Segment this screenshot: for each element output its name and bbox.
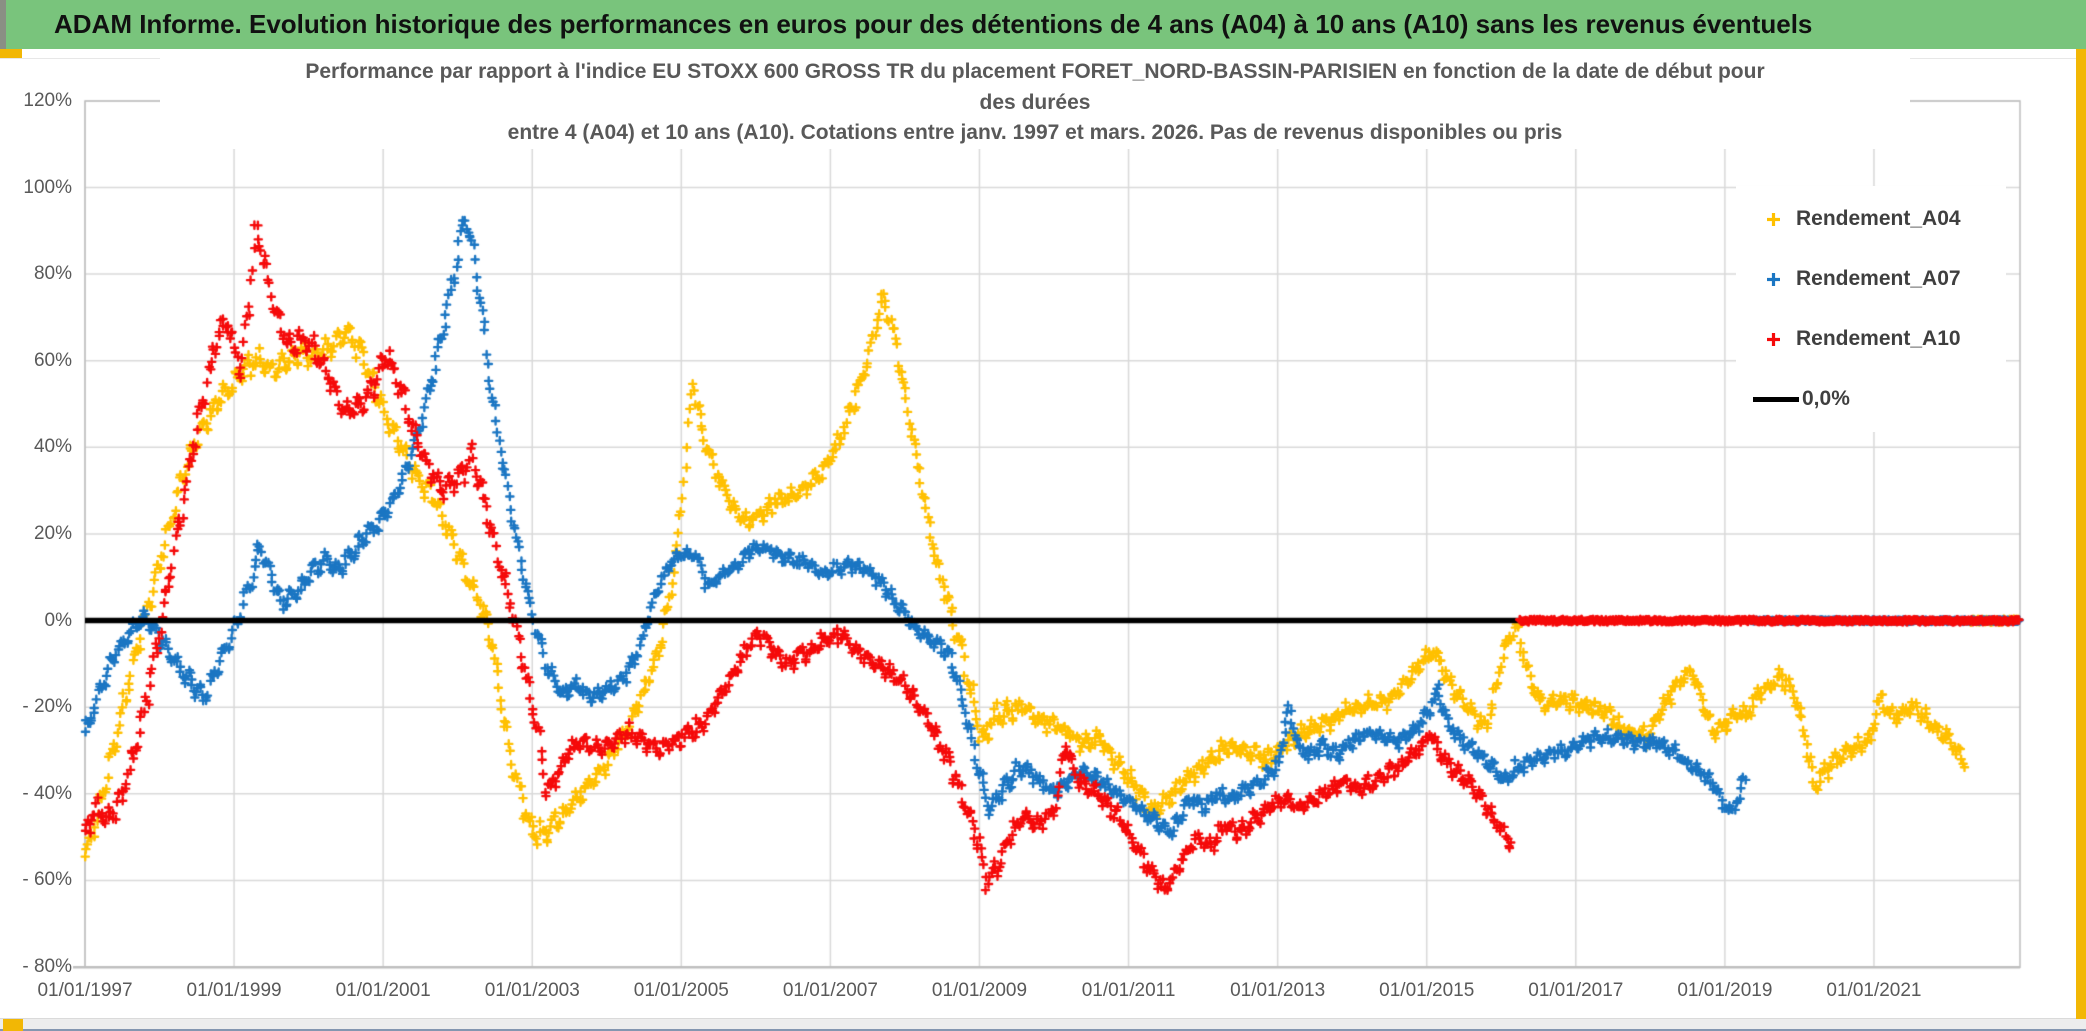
plus-marker-icon [1750, 331, 1796, 348]
zero-line-icon [1750, 396, 1802, 402]
y-tick-label: 0% [44, 609, 72, 631]
y-tick-label: - 40% [22, 782, 72, 804]
plus-marker-icon [1750, 211, 1796, 228]
chart-title-line3: entre 4 (A04) et 10 ans (A10). Cotations… [507, 121, 1563, 144]
y-tick-label: 120% [23, 89, 72, 111]
legend-label: 0,0% [1802, 387, 1850, 410]
chart-title-line2: des durées [979, 90, 1091, 114]
y-tick-label: 40% [33, 436, 72, 458]
y-tick-label: 80% [33, 263, 72, 285]
x-tick-label: 01/01/2015 [1379, 980, 1475, 1001]
x-tick-label: 01/01/2021 [1826, 980, 1922, 1001]
legend-label: Rendement_A10 [1796, 327, 1961, 350]
page-title: ADAM Informe. Evolution historique des p… [54, 9, 1813, 39]
x-tick-label: 01/01/2003 [484, 980, 580, 1001]
x-tick-label: 01/01/2005 [633, 980, 729, 1001]
y-tick-label: - 80% [22, 956, 72, 978]
legend-label: Rendement_A07 [1796, 267, 1961, 290]
chart-title: Performance par rapport à l'indice EU ST… [160, 57, 1910, 149]
x-tick-label: 01/01/2011 [1081, 980, 1176, 1001]
x-tick-label: 01/01/2007 [782, 980, 878, 1001]
title-bar: ADAM Informe. Evolution historique des p… [0, 0, 2086, 49]
gold-accent-right [2076, 30, 2086, 1019]
legend-item-rendement-a07[interactable]: Rendement_A07 [1750, 256, 2006, 302]
legend-item-rendement-a10[interactable]: Rendement_A10 [1750, 316, 2006, 362]
x-tick-label: 01/01/2001 [335, 980, 431, 1001]
gold-accent-top-left [0, 49, 22, 58]
y-tick-label: 20% [33, 522, 72, 544]
legend-item-rendement-a04[interactable]: Rendement_A04 [1750, 196, 2006, 242]
legend-item-0-0-[interactable]: 0,0% [1750, 376, 2006, 422]
y-tick-label: 100% [23, 176, 72, 198]
x-tick-label: 01/01/1997 [37, 980, 133, 1001]
zero-line-swatch [1753, 396, 1799, 402]
chart-title-line1: Performance par rapport à l'indice EU ST… [305, 60, 1765, 83]
y-tick-label: 60% [33, 349, 72, 371]
x-tick-label: 01/01/2013 [1230, 980, 1326, 1001]
y-tick-label: - 60% [22, 869, 72, 891]
x-tick-label: 01/01/2009 [931, 980, 1028, 1001]
legend-label: Rendement_A04 [1796, 207, 1961, 230]
x-tick-label: 01/01/2019 [1677, 980, 1773, 1001]
chart-legend: Rendement_A04 Rendement_A07 Rendement_A10 0… [1736, 186, 2006, 432]
plus-marker-icon [1750, 271, 1796, 288]
bottom-edge-strip [0, 1018, 2086, 1031]
x-tick-label: 01/01/1999 [186, 980, 282, 1001]
gold-accent-bottom-left [3, 1019, 23, 1031]
x-tick-label: 01/01/2017 [1528, 980, 1624, 1001]
y-tick-label: - 20% [22, 696, 72, 718]
